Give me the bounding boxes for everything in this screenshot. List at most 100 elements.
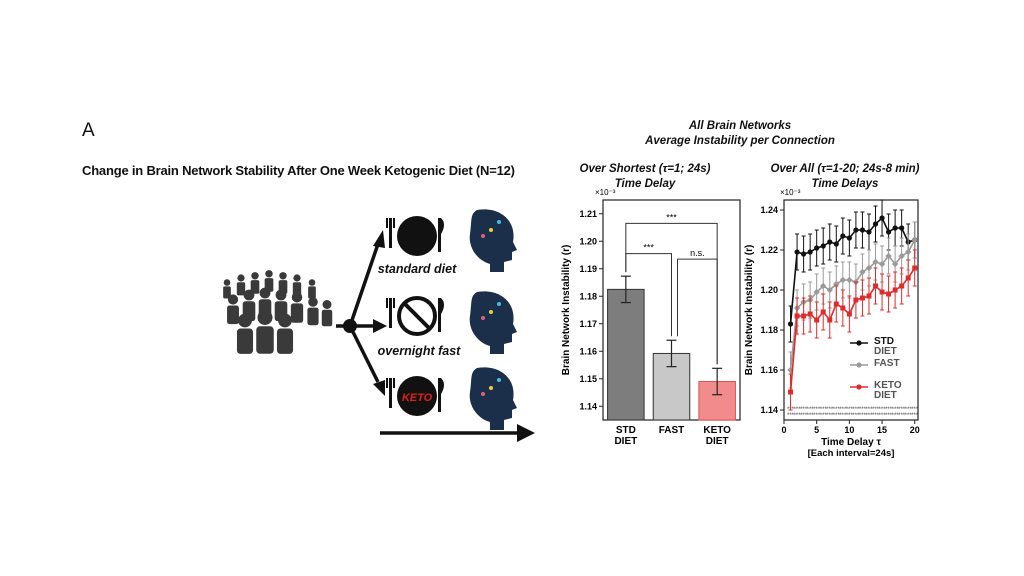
legend-marker [856,384,862,390]
y-tick-label: 1.16 [760,365,778,375]
significance-mark: *** [898,407,906,413]
x-tick-label: 5 [814,425,819,435]
significance-mark: *** [839,413,847,419]
y-tick-label: 1.14 [579,401,597,411]
right-chart-header-line2: Time Delays [811,178,879,190]
x-tick-label: 20 [910,425,920,435]
significance-mark: *** [852,413,860,419]
data-point [814,245,820,251]
y-tick-label: 1.24 [760,205,778,215]
data-point [807,249,813,255]
bar-chart: ×10⁻³ 1.14 1.15 1.16 1.17 1.18 1.19 1.20 1.21 Bra… [561,188,741,447]
significance-mark: *** [872,407,880,413]
x-axis-sublabel: [Each interval=24s] [808,448,895,459]
data-point [872,221,879,227]
data-point [846,311,852,317]
brain-head-icon [469,367,517,430]
data-point [814,317,820,323]
significance-mark: *** [879,407,887,413]
plate-keto-icon: KETO [386,376,444,416]
data-point [859,227,866,233]
figure-title: Change in Brain Network Stability After … [82,163,515,178]
keto-plate-text: KETO [402,392,433,404]
significance-bracket [625,222,718,365]
x-tick-label: 10 [844,425,854,435]
top-header-line1: All Brain Networks [688,120,792,132]
y-tick-label: 1.19 [579,264,597,274]
data-point [859,295,865,301]
significance-mark: *** [892,407,900,413]
significance-label: *** [666,212,677,222]
significance-mark: *** [885,407,893,413]
brain-head-icon [469,209,517,272]
data-point [899,283,905,289]
significance-bracket [677,258,718,365]
data-point [820,309,826,315]
line-chart: ×10⁻³ 1.14 1.16 1.18 1.20 1.22 1.24 0 5 10 15 20 Bra… [744,188,920,459]
legend-label: KETO [874,380,902,391]
significance-mark: *** [911,407,919,413]
y-tick-label: 1.16 [579,346,597,356]
significance-label: n.s. [690,248,705,258]
y-axis-label: Brain Network Instability (r) [561,245,572,376]
legend-marker [856,362,862,368]
data-point [801,251,807,257]
diet-schematic: KETO [223,209,535,442]
category-label: DIET [614,436,637,447]
data-point [827,317,833,323]
data-point [912,265,918,271]
data-point [846,235,852,241]
data-point [813,288,820,296]
significance-mark: *** [885,413,893,419]
data-point [859,268,866,276]
data-point [840,233,846,239]
y-tick-label: 1.20 [760,285,778,295]
category-label: STD [616,425,636,436]
plot-frame [783,199,919,421]
significance-mark: *** [865,407,873,413]
data-point [833,241,839,247]
legend-label: DIET [874,346,897,357]
y-tick-label: 1.18 [760,325,778,335]
data-point [788,389,794,395]
y-tick-label: 1.22 [760,245,778,255]
significance-mark: *** [794,413,802,419]
data-point [879,289,885,295]
significance-mark: *** [892,413,900,419]
significance-mark: *** [879,413,887,419]
x-tick-label: 0 [781,425,786,435]
significance-mark: *** [787,413,795,419]
significance-mark: *** [911,413,919,419]
plate-fast-icon [386,296,444,336]
significance-mark: *** [859,413,867,419]
data-point [892,287,898,293]
data-point [911,236,918,244]
diet-label-fast: overnight fast [377,344,461,358]
left-chart-header-line2: Time Delay [614,178,676,190]
significance-mark: *** [813,413,821,419]
right-chart-header: Over All (τ=1-20; 24s-8 min) Time Delays [745,162,945,192]
data-point [853,297,859,303]
data-point [801,313,807,319]
brain-head-icon [469,291,517,354]
data-point [866,293,872,299]
x-tick-label: 15 [877,425,887,435]
data-point [827,239,833,245]
data-point [892,225,898,231]
data-point [794,313,800,319]
exponent-label: ×10⁻³ [595,188,616,197]
significance-mark: *** [872,413,880,419]
plate-standard-icon [386,216,444,256]
legend-label: STD [874,336,894,347]
significance-mark: *** [898,413,906,419]
data-point [853,227,859,233]
data-point [846,276,853,284]
people-group-icon [223,270,333,354]
significance-mark: *** [905,413,913,419]
category-label: KETO [703,425,731,436]
data-point [833,301,839,307]
right-chart-header-line1: Over All (τ=1-20; 24s-8 min) [770,163,920,175]
data-point [886,291,892,297]
data-point [905,275,911,281]
significance-mark: *** [905,407,913,413]
